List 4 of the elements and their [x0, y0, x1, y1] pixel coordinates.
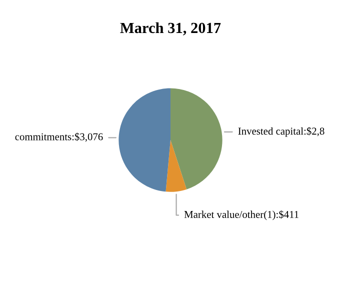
slice-label: Invested capital:$2,8	[238, 127, 324, 137]
slice-label: commitments:$3,076	[15, 132, 103, 142]
slice-label: Market value/other(1):$411	[184, 210, 298, 220]
chart-title: March 31, 2017	[120, 22, 221, 36]
